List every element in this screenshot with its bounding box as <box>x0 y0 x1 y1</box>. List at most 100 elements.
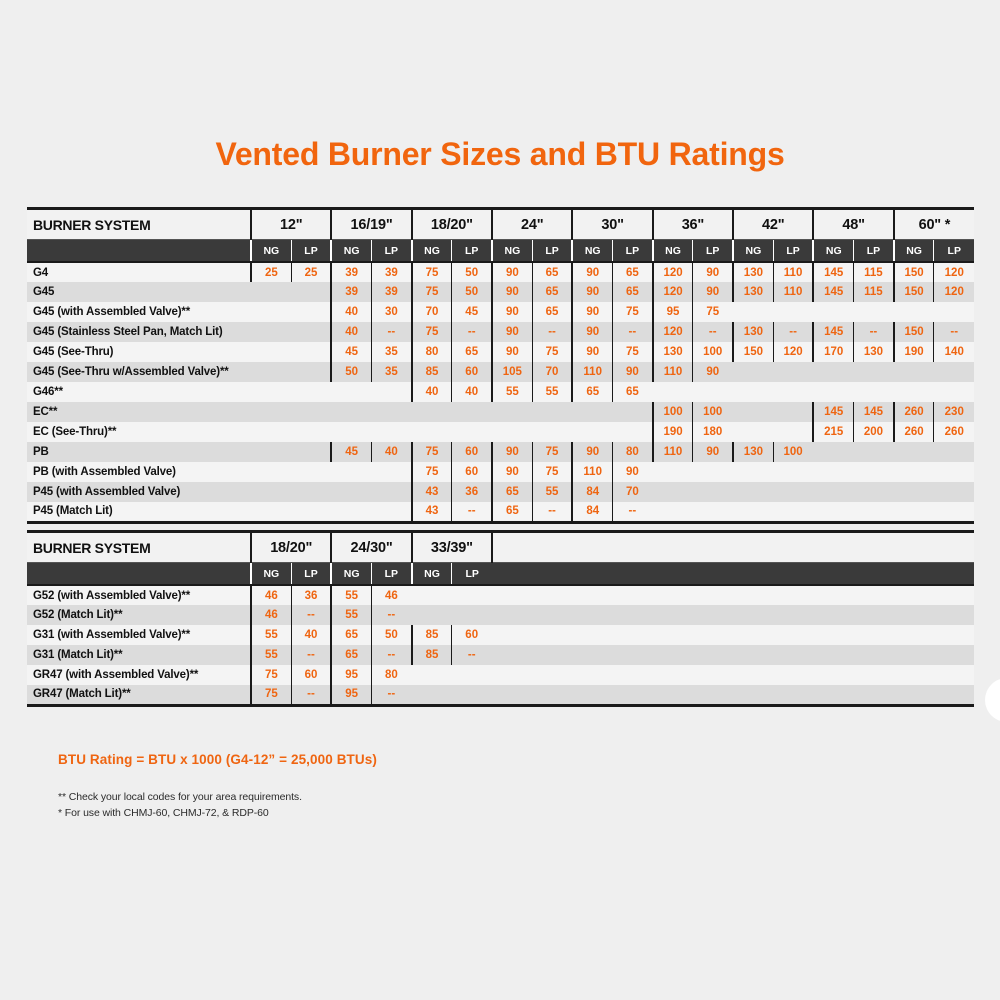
btu-value-lp: 50 <box>451 262 493 282</box>
btu-value-ng <box>652 665 693 685</box>
btu-value-ng: 90 <box>491 322 533 342</box>
btu-value-ng <box>813 302 854 322</box>
btu-value-lp <box>532 422 573 442</box>
table-row: G52 (Match Lit)** 46 -- 55 -- <box>27 605 975 625</box>
btu-value-lp: 200 <box>853 422 894 442</box>
btu-value-lp <box>773 502 814 524</box>
btu-value-ng <box>893 382 934 402</box>
fuel-header-lp: LP <box>772 239 814 263</box>
fuel-type-header-row: NG LP NG LP NG LP NG LP NG LP NG LP NG LP NG LP NG LP <box>27 239 975 263</box>
btu-value-ng: 75 <box>410 322 452 342</box>
btu-value-lp <box>692 665 734 685</box>
btu-value-ng <box>331 502 372 524</box>
page-title: Vented Burner Sizes and BTU Ratings <box>215 136 785 172</box>
btu-value-lp: -- <box>451 502 493 524</box>
btu-value-ng: 145 <box>812 322 854 342</box>
size-column-header: 18/20" <box>249 530 332 563</box>
btu-value-lp <box>451 422 493 442</box>
btu-value-ng <box>492 402 533 422</box>
fuel-header-ng: NG <box>410 239 452 263</box>
btu-value-lp: 140 <box>933 342 975 362</box>
btu-value-lp <box>291 402 332 422</box>
btu-value-ng: 150 <box>892 282 934 302</box>
btu-value-ng: 85 <box>410 362 452 382</box>
btu-value-ng <box>733 402 774 422</box>
btu-value-ng <box>411 605 452 625</box>
btu-value-lp <box>853 482 894 502</box>
btu-value-ng: 100 <box>651 402 693 422</box>
btu-value-lp <box>933 302 975 322</box>
btu-value-ng <box>733 502 774 524</box>
btu-value-lp <box>612 605 653 625</box>
btu-value-lp: 100 <box>692 402 734 422</box>
btu-value-lp: -- <box>692 322 734 342</box>
btu-value-lp: 90 <box>612 362 653 382</box>
btu-value-lp: 35 <box>371 362 412 382</box>
btu-value-ng <box>411 402 452 422</box>
btu-value-ng <box>572 605 613 625</box>
btu-value-lp <box>853 685 894 707</box>
btu-value-lp <box>612 625 653 645</box>
btu-value-lp: 65 <box>612 282 653 302</box>
btu-value-ng <box>813 585 854 605</box>
btu-value-ng: 260 <box>892 402 934 422</box>
btu-value-lp <box>933 382 975 402</box>
btu-value-ng <box>492 665 533 685</box>
btu-value-ng <box>251 362 292 382</box>
btu-value-ng <box>251 302 292 322</box>
btu-value-lp <box>853 502 894 524</box>
btu-value-ng <box>251 322 292 342</box>
btu-value-ng: 145 <box>812 402 854 422</box>
btu-value-lp: 180 <box>692 422 734 442</box>
btu-value-lp: 100 <box>692 342 734 362</box>
burner-system-name: G45 (with Assembled Valve)** <box>27 302 251 322</box>
btu-value-ng <box>652 625 693 645</box>
btu-value-lp <box>933 442 975 462</box>
btu-value-ng: 190 <box>651 422 693 442</box>
btu-value-ng: 120 <box>651 262 693 282</box>
btu-value-ng <box>251 382 292 402</box>
btu-value-ng: 43 <box>410 482 452 502</box>
btu-value-lp: 50 <box>371 625 412 645</box>
btu-value-lp <box>773 462 814 482</box>
size-column-header: 36" <box>651 207 734 240</box>
burner-system-header: BURNER SYSTEM <box>27 530 251 563</box>
btu-value-lp: 65 <box>451 342 493 362</box>
fuel-header-label-spacer <box>27 239 251 263</box>
table-row: G4 25 25 39 39 75 50 90 65 90 65 120 90 130 110 145 115 1… <box>27 262 975 282</box>
table-row: G46** 40 40 55 55 65 65 <box>27 382 975 402</box>
btu-value-lp <box>532 402 573 422</box>
btu-value-ng <box>893 605 934 625</box>
fuel-header-lp: LP <box>451 239 493 263</box>
btu-value-ng <box>572 402 613 422</box>
btu-value-lp <box>291 442 332 462</box>
btu-value-ng: 75 <box>410 442 452 462</box>
btu-value-lp <box>933 645 975 665</box>
btu-value-ng <box>251 502 292 524</box>
fuel-header-ng: NG <box>812 239 854 263</box>
btu-value-lp <box>773 625 814 645</box>
btu-value-ng: 65 <box>330 625 372 645</box>
btu-value-lp <box>291 382 332 402</box>
btu-value-lp: 115 <box>853 262 894 282</box>
btu-value-lp: 36 <box>451 482 493 502</box>
btu-value-ng <box>251 462 292 482</box>
btu-value-lp <box>291 302 332 322</box>
btu-value-lp: 55 <box>531 482 573 502</box>
btu-value-ng: 90 <box>571 342 613 362</box>
btu-value-ng <box>893 302 934 322</box>
btu-value-lp <box>692 685 734 707</box>
btu-value-lp <box>853 362 894 382</box>
btu-value-ng: 84 <box>571 482 613 502</box>
burner-system-name: G45 <box>27 282 251 302</box>
btu-value-lp: -- <box>933 322 975 342</box>
btu-value-lp: 55 <box>531 382 573 402</box>
btu-value-ng: 75 <box>249 685 292 707</box>
btu-value-lp: 39 <box>371 282 412 302</box>
btu-value-lp: -- <box>853 322 894 342</box>
fuel-header-ng: NG <box>732 239 774 263</box>
fuel-header-ng: NG <box>330 562 372 586</box>
btu-value-lp: -- <box>290 605 332 625</box>
btu-value-lp <box>933 685 975 707</box>
btu-value-lp <box>773 362 814 382</box>
